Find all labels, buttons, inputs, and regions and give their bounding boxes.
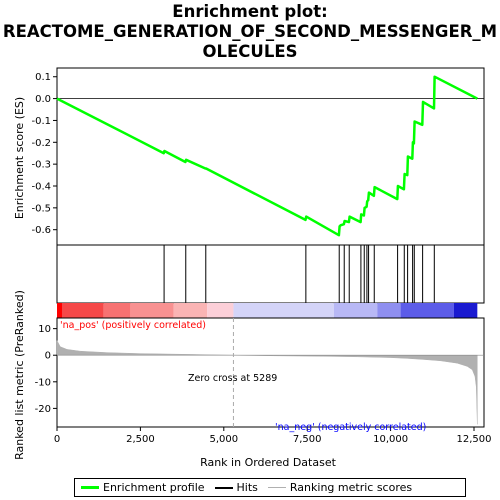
metric-y-tick-label: -20 [35, 404, 51, 415]
hits-panel-frame [56, 244, 485, 304]
x-tick-label: 5,000 [209, 434, 238, 445]
chart-title-line-3: OLECULES [202, 42, 298, 61]
chart-title-line-2: REACTOME_GENERATION_OF_SECOND_MESSENGER_… [2, 22, 498, 41]
metric-y-axis-label: Ranked list metric (PreRanked) [13, 290, 26, 460]
x-axis-label: Rank in Ordered Dataset [200, 456, 337, 469]
hits-panel [56, 244, 485, 318]
x-axis: 0 2,500 5,000 7,500 10,000 12,500 [54, 427, 491, 445]
metric-y-tick-label: -10 [35, 377, 51, 388]
chart-title-line-1: Enrichment plot: [172, 2, 328, 21]
chart-title: Enrichment plot: REACTOME_GENERATION_OF_… [0, 2, 500, 62]
es-y-tick-label: 0.1 [35, 72, 51, 83]
es-y-tick-label: -0.2 [31, 138, 51, 149]
x-tick-label: 0 [54, 434, 60, 445]
legend-swatch-ranking [267, 487, 286, 488]
es-y-tick-label: 0.0 [35, 94, 51, 105]
legend-label-hits: Hits [236, 481, 258, 494]
color-band-segment [130, 303, 174, 318]
es-y-tick-label: -0.4 [31, 182, 51, 193]
ranking-metric-area [56, 340, 478, 425]
legend-swatch-enrichment [81, 486, 99, 489]
color-band-segment [62, 303, 104, 318]
color-band-segment [173, 303, 208, 318]
color-band-segment [400, 303, 454, 318]
zero-cross-label: Zero cross at 5289 [188, 373, 277, 384]
es-panel: 0.1 0.0 -0.1 -0.2 -0.3 -0.4 -0.5 -0.6 [31, 67, 485, 246]
es-panel-frame [56, 67, 485, 246]
es-y-tick-label: -0.3 [31, 160, 51, 171]
color-band-segment [333, 303, 378, 318]
legend-item-hits: Hits [214, 481, 258, 494]
metric-y-tick-label: 0 [45, 351, 51, 362]
ranked-metric-panel: 10 0 -10 -20 [35, 317, 485, 428]
es-y-tick-label: -0.1 [31, 116, 51, 127]
legend: Enrichment profile Hits Ranking metric s… [74, 478, 466, 497]
neg-correlated-label: 'na_neg' (negatively correlated) [275, 422, 426, 433]
metric-panel-frame [56, 317, 485, 428]
legend-swatch-hits [214, 486, 233, 489]
color-band-segment [377, 303, 401, 318]
enrichment-profile-line [56, 75, 478, 237]
legend-label-ranking: Ranking metric scores [289, 481, 413, 494]
color-band-segment [453, 303, 478, 318]
es-y-tick-label: -0.6 [31, 225, 51, 236]
x-tick-label: 10,000 [373, 434, 408, 445]
color-band-segment [57, 303, 63, 318]
legend-item-enrichment: Enrichment profile [81, 481, 205, 494]
color-band-segment [207, 303, 234, 318]
es-y-tick-label: -0.5 [31, 203, 51, 214]
pos-correlated-label: 'na_pos' (positively correlated) [60, 320, 206, 331]
legend-item-ranking: Ranking metric scores [267, 481, 413, 494]
x-tick-label: 7,500 [293, 434, 322, 445]
color-band-segment [233, 303, 334, 318]
x-tick-label: 12,500 [456, 434, 491, 445]
metric-y-tick-label: 10 [38, 324, 51, 335]
color-band-segment [103, 303, 131, 318]
es-y-axis-label: Enrichment score (ES) [13, 97, 26, 219]
legend-label-enrichment: Enrichment profile [103, 481, 205, 494]
x-tick-label: 2,500 [126, 434, 155, 445]
